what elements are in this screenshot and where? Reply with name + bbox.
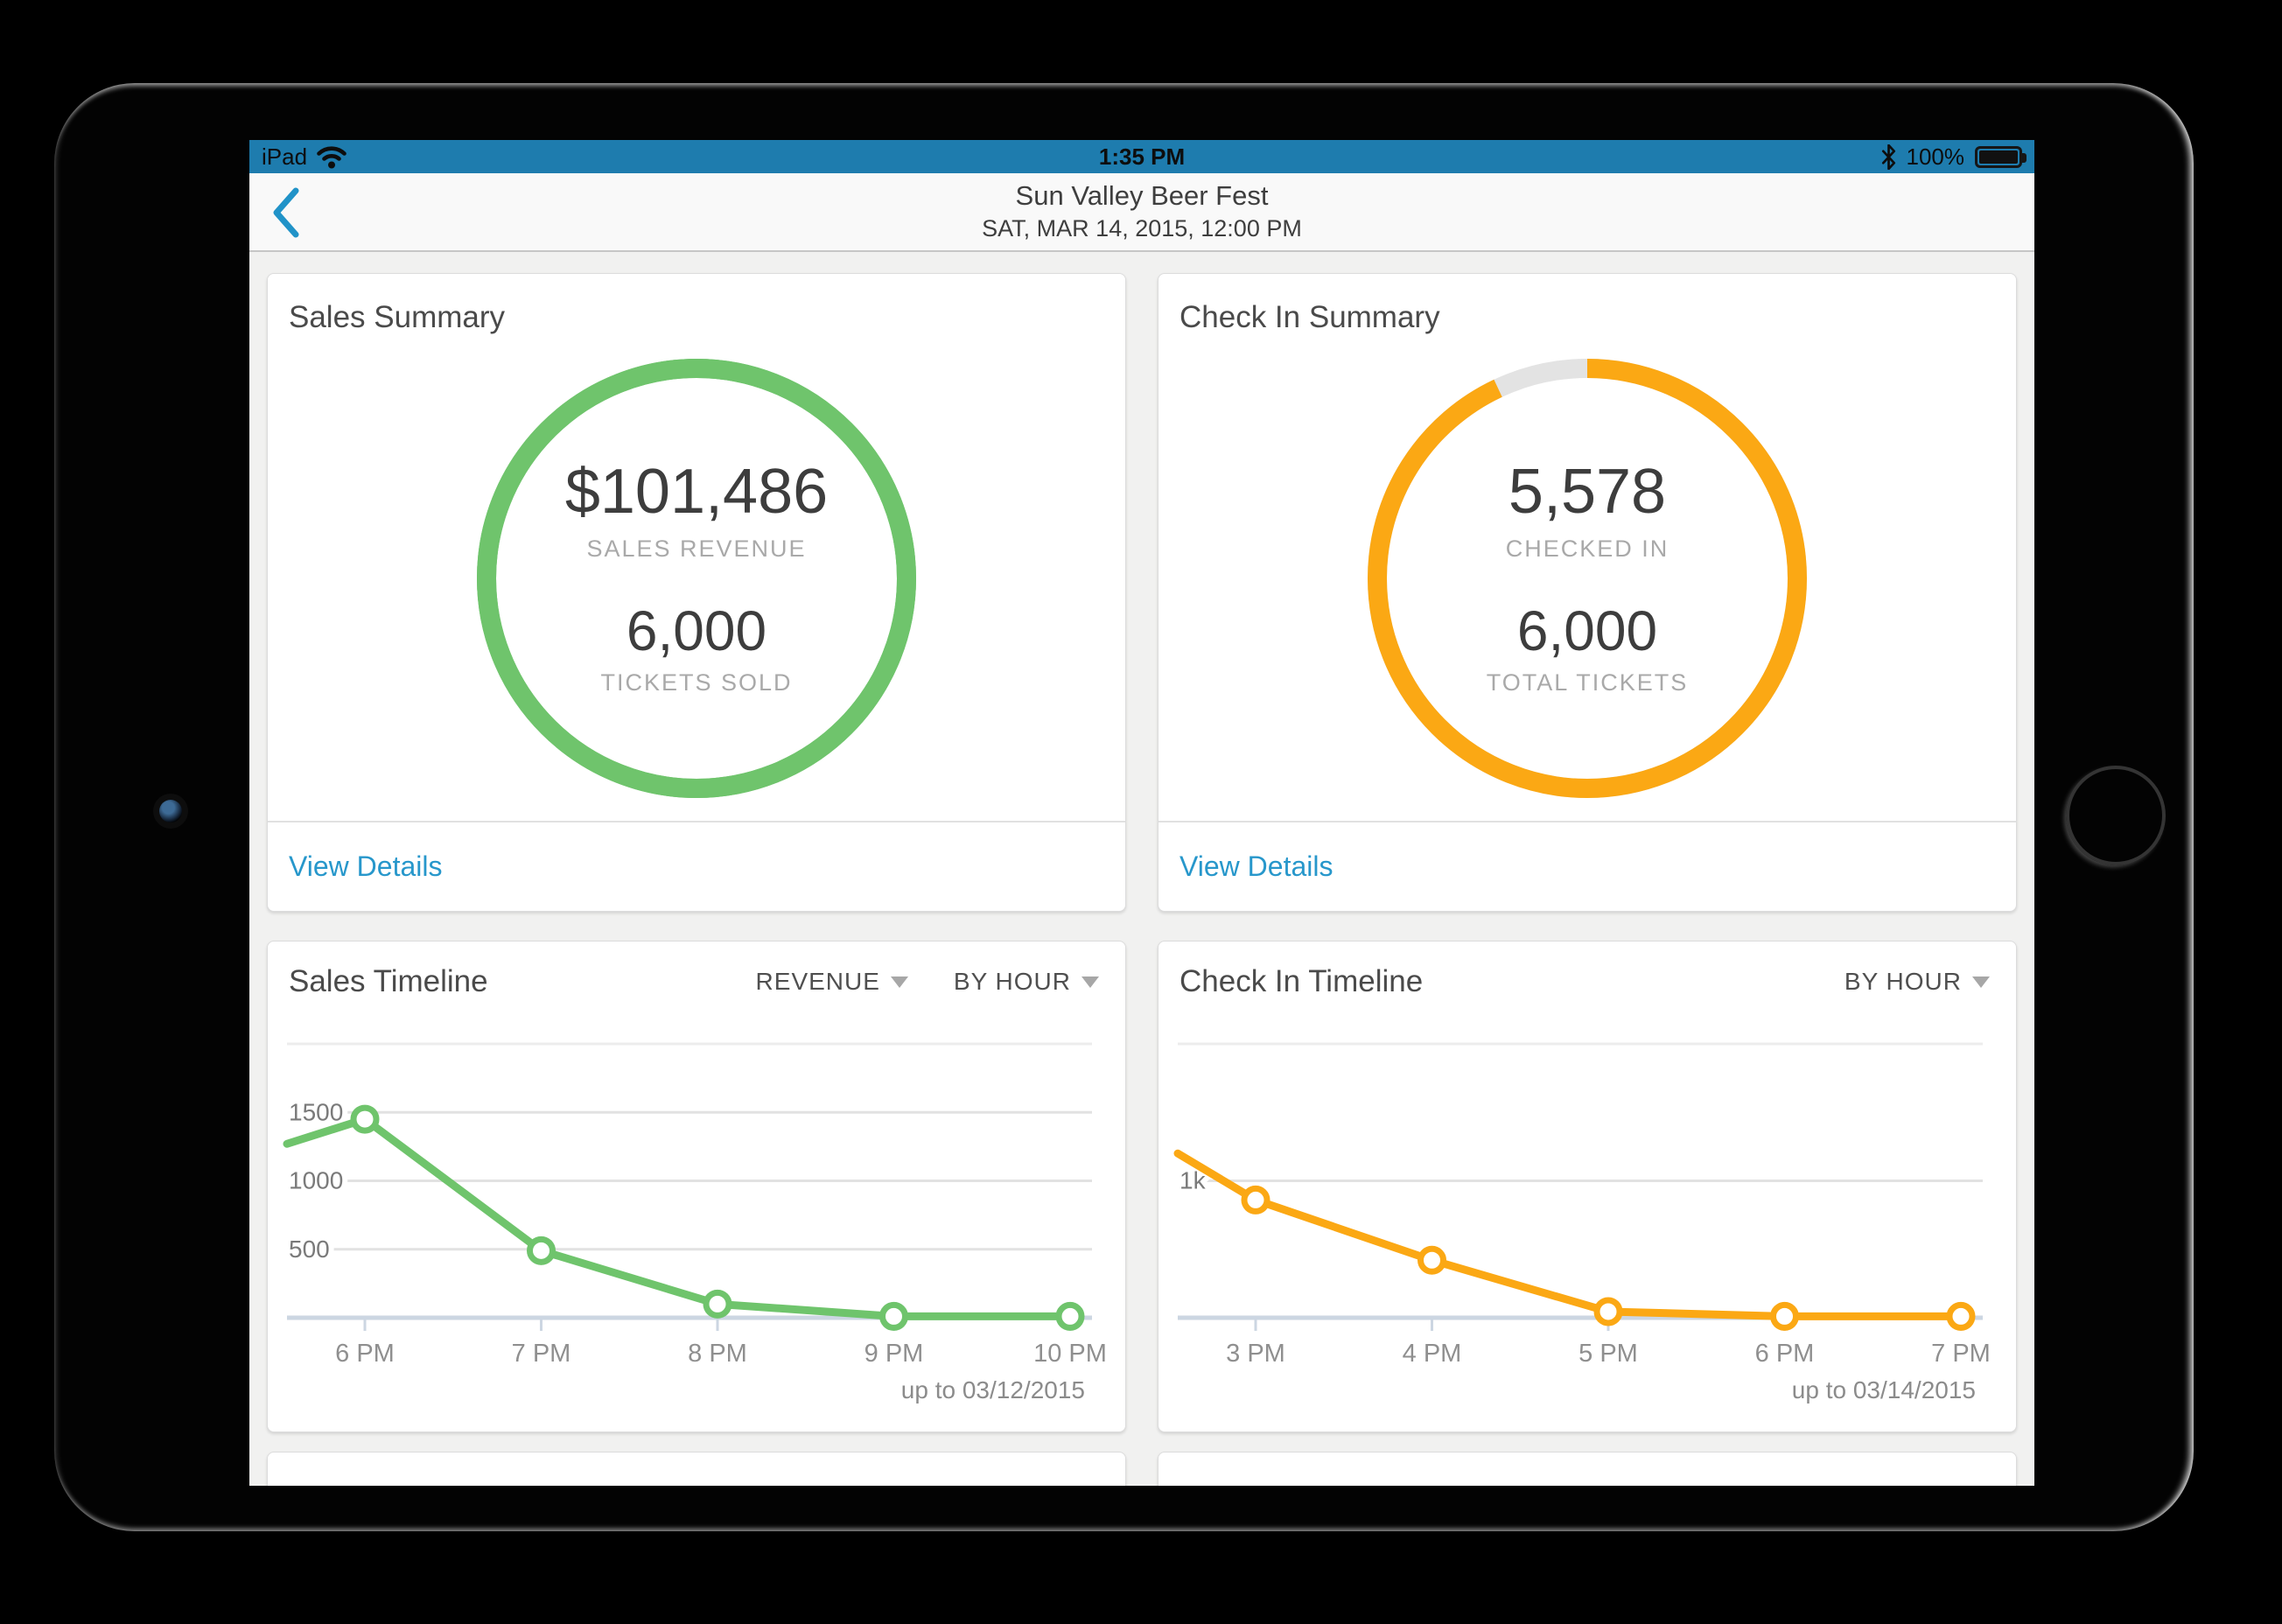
tickets-sold-label: TICKETS SOLD (600, 669, 793, 696)
dashboard-content: Sales Summary $101,486 SALES REVENUE 6,0… (249, 252, 2034, 1486)
partial-card (1158, 1452, 2017, 1486)
clock-label: 1:35 PM (1098, 143, 1186, 170)
nav-header: Sun Valley Beer Fest SAT, MAR 14, 2015, … (249, 173, 2034, 252)
front-camera-icon (159, 800, 182, 822)
checkin-timeline-title: Check In Timeline (1180, 964, 1424, 998)
svg-text:7 PM: 7 PM (512, 1340, 571, 1368)
svg-text:1500: 1500 (289, 1098, 343, 1125)
checkin-summary-card: Check In Summary 5,578 CHECKED IN 6,000 … (1158, 273, 2017, 912)
ipad-device-frame: iPad 1:35 PM 100% (54, 83, 2194, 1531)
svg-text:1000: 1000 (289, 1167, 343, 1194)
sales-summary-footer: View Details (268, 821, 1125, 911)
sales-view-details-link[interactable]: View Details (289, 850, 443, 882)
sales-donut-ring (477, 359, 916, 798)
checkin-data-asof-label: up to 03/14/2015 (1791, 1376, 1976, 1404)
sales-revenue-value: $101,486 (564, 457, 829, 527)
event-datetime: SAT, MAR 14, 2015, 12:00 PM (982, 215, 1302, 242)
tickets-sold-value: 6,000 (626, 599, 767, 662)
chevron-down-icon (1082, 976, 1099, 988)
sales-timeline-card: Sales Timeline REVENUE BY HOUR 6 PM 7 PM 8… (267, 941, 1126, 1432)
checkin-timeline-card: Check In Timeline BY HOUR 3 PM 4 PM 5 PM 6 … (1158, 941, 2017, 1432)
battery-icon (1975, 145, 2026, 168)
sales-revenue-label: SALES REVENUE (586, 536, 807, 562)
total-tickets-value: 6,000 (1516, 599, 1658, 662)
revenue-filter-dropdown[interactable]: REVENUE (756, 968, 908, 996)
battery-nub (2022, 152, 2026, 163)
wifi-icon (317, 146, 346, 169)
event-title: Sun Valley Beer Fest (1015, 180, 1269, 211)
svg-text:5 PM: 5 PM (1578, 1340, 1638, 1368)
checked-in-value: 5,578 (1508, 457, 1667, 527)
svg-text:6 PM: 6 PM (335, 1340, 395, 1368)
battery-fill (1979, 150, 2018, 164)
checked-in-label: CHECKED IN (1505, 536, 1670, 562)
total-tickets-label: TOTAL TICKETS (1486, 669, 1689, 696)
checkin-donut-ring (1368, 359, 1807, 798)
svg-text:4 PM: 4 PM (1403, 1340, 1462, 1368)
sales-timeline-title: Sales Timeline (289, 964, 488, 998)
checkin-donut-chart: 5,578 CHECKED IN 6,000 TOTAL TICKETS (1360, 351, 1815, 806)
sales-byhour-filter-label: BY HOUR (953, 968, 1071, 995)
svg-text:7 PM: 7 PM (1931, 1340, 1991, 1368)
carrier-label: iPad (262, 143, 308, 170)
checkin-summary-title: Check In Summary (1180, 300, 1440, 334)
sales-summary-card: Sales Summary $101,486 SALES REVENUE 6,0… (267, 273, 1126, 912)
sales-donut-chart: $101,486 SALES REVENUE 6,000 TICKETS SOL… (469, 351, 924, 806)
sales-summary-title: Sales Summary (289, 300, 506, 334)
checkin-summary-footer: View Details (1158, 821, 2016, 911)
sales-byhour-filter-dropdown[interactable]: BY HOUR (954, 968, 1099, 996)
checkin-byhour-filter-label: BY HOUR (1844, 968, 1962, 995)
chevron-down-icon (890, 976, 908, 988)
screen: iPad 1:35 PM 100% (249, 140, 2034, 1486)
svg-text:500: 500 (289, 1236, 330, 1263)
battery-percent-label: 100% (1906, 143, 1965, 170)
home-button[interactable] (2066, 766, 2166, 865)
back-button-chevron-icon[interactable] (269, 186, 304, 240)
revenue-filter-label: REVENUE (755, 968, 880, 995)
sales-data-asof-label: up to 03/12/2015 (900, 1376, 1085, 1404)
svg-text:8 PM: 8 PM (688, 1340, 747, 1368)
checkin-view-details-link[interactable]: View Details (1180, 850, 1334, 882)
status-bar: iPad 1:35 PM 100% (249, 140, 2034, 173)
chevron-down-icon (1972, 976, 1990, 988)
svg-text:9 PM: 9 PM (864, 1340, 924, 1368)
svg-text:3 PM: 3 PM (1226, 1340, 1285, 1368)
svg-text:6 PM: 6 PM (1755, 1340, 1815, 1368)
sales-timeline-chart: 6 PM 7 PM 8 PM 9 PM 10 PM 1500 1000 500 (283, 1042, 1107, 1368)
svg-text:10 PM: 10 PM (1033, 1340, 1107, 1368)
bluetooth-icon (1881, 144, 1895, 170)
partial-card (267, 1452, 1126, 1486)
checkin-byhour-filter-dropdown[interactable]: BY HOUR (1844, 968, 1990, 996)
